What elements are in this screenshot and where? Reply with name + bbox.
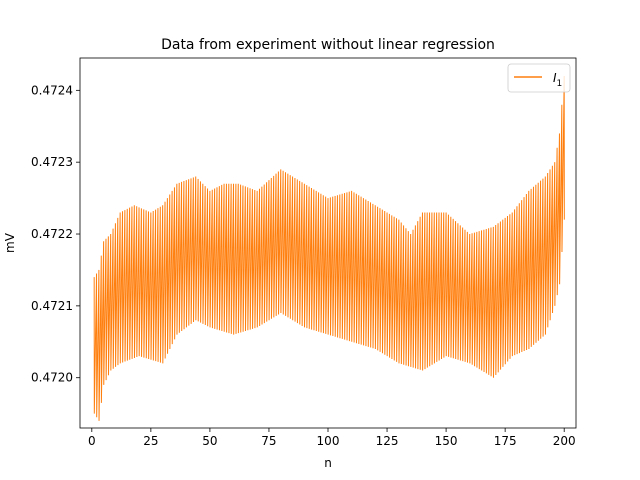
y-tick-label: 0.4720 bbox=[31, 371, 73, 385]
y-tick-label: 0.4722 bbox=[31, 227, 73, 241]
y-tick-label: 0.4723 bbox=[31, 155, 73, 169]
plot-data-layer bbox=[93, 75, 565, 421]
legend-label-subscript: 1 bbox=[557, 79, 563, 89]
legend-label-main: I bbox=[553, 71, 557, 85]
x-tick-label: 150 bbox=[435, 434, 458, 448]
chart-title: Data from experiment without linear regr… bbox=[161, 37, 495, 53]
legend-box bbox=[507, 63, 571, 93]
y-axis-ticks: 0.4720 0.4721 0.4722 0.4723 0.4724 bbox=[31, 83, 80, 385]
legend-label-I1: I1 bbox=[553, 71, 562, 89]
x-tick-label: 100 bbox=[317, 434, 340, 448]
y-tick-label: 0.4724 bbox=[31, 83, 73, 97]
legend: I1 bbox=[507, 63, 571, 93]
x-tick-label: 200 bbox=[553, 434, 576, 448]
series-line-I1 bbox=[93, 75, 565, 421]
y-axis-label: mV bbox=[3, 232, 17, 253]
x-tick-label: 175 bbox=[494, 434, 517, 448]
x-tick-label: 0 bbox=[88, 434, 96, 448]
x-tick-label: 125 bbox=[376, 434, 399, 448]
x-axis-label: n bbox=[324, 456, 332, 470]
x-tick-label: 75 bbox=[261, 434, 276, 448]
y-tick-label: 0.4721 bbox=[31, 299, 73, 313]
x-tick-label: 25 bbox=[143, 434, 158, 448]
x-axis-ticks: 0 25 50 75 100 125 150 175 200 bbox=[88, 428, 576, 448]
x-tick-label: 50 bbox=[202, 434, 217, 448]
